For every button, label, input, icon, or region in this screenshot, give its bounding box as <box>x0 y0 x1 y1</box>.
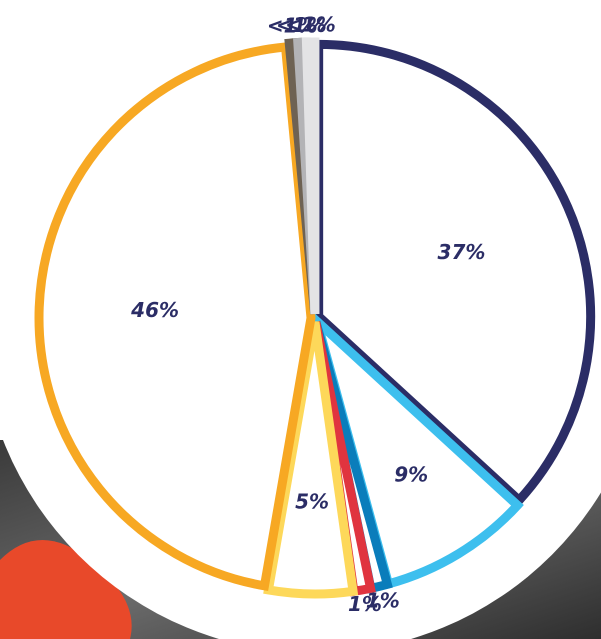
data-label: 5% <box>295 489 329 513</box>
page: {"chart_data": {"type": "pie", "categori… <box>0 0 601 639</box>
data-label: 46% <box>130 298 179 322</box>
chart: 37%9%1%1%5%46%<1%<1%<1% <box>0 0 601 639</box>
data-label: 9% <box>394 463 428 487</box>
data-label: 37% <box>438 240 486 264</box>
data-label: <1% <box>285 13 336 37</box>
